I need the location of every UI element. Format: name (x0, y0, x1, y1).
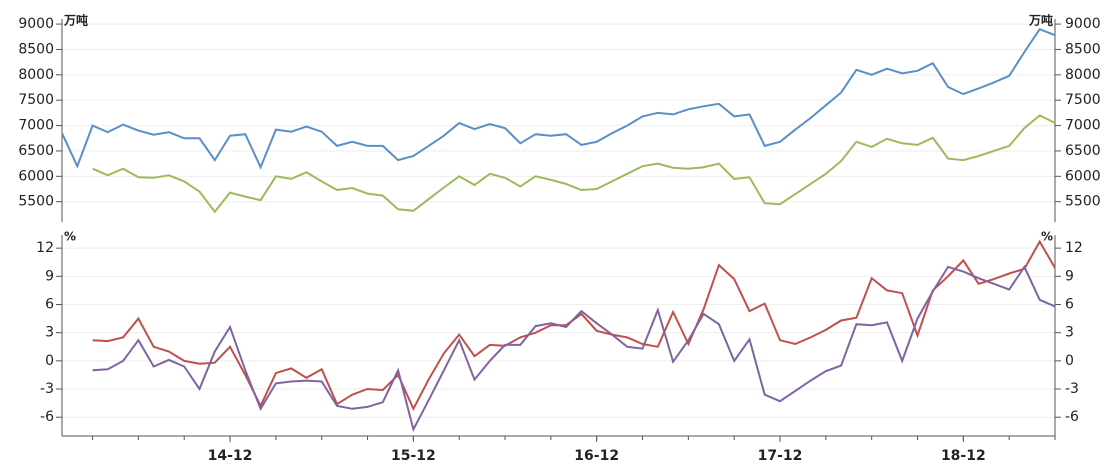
y2-tick-label: 0 (1065, 353, 1074, 369)
y2-tick-label: 6000 (1065, 168, 1101, 184)
y2-tick-label: 7000 (1065, 118, 1101, 134)
y2-tick-label: 6500 (1065, 143, 1101, 159)
x-tick-label: 15-12 (391, 448, 436, 464)
y-tick-label: 0 (45, 353, 54, 369)
y-tick-label: 7000 (18, 118, 54, 134)
y2-tick-label: 3 (1065, 325, 1074, 341)
y-tick-label: -3 (40, 381, 54, 397)
y-tick-label: 12 (36, 240, 54, 256)
unit-label: 万吨 (1028, 13, 1053, 28)
y2-tick-label: 6 (1065, 297, 1074, 313)
x-tick-label: 18-12 (941, 448, 986, 464)
y-tick-label: 5500 (18, 194, 54, 210)
y2-tick-label: -6 (1065, 409, 1079, 425)
y2-tick-label: 12 (1065, 240, 1083, 256)
unit-label: 万吨 (63, 13, 88, 28)
x-tick-label: 14-12 (208, 448, 253, 464)
y-tick-label: 6500 (18, 143, 54, 159)
y2-tick-label: 9000 (1065, 16, 1101, 32)
y-tick-label: -6 (40, 409, 54, 425)
y-tick-label: 9000 (18, 16, 54, 32)
unit-label: % (1041, 230, 1053, 244)
data-line (92, 239, 1056, 412)
y-tick-label: 6 (45, 297, 54, 313)
y2-tick-label: 7500 (1065, 92, 1101, 108)
y2-tick-label: 8500 (1065, 41, 1101, 57)
x-tick-label: 17-12 (758, 448, 803, 464)
data-line (92, 264, 1056, 433)
y-tick-label: 8000 (18, 67, 54, 83)
unit-label: % (64, 230, 76, 244)
y2-tick-label: 9 (1065, 268, 1074, 284)
data-line (92, 114, 1056, 214)
y2-tick-label: -3 (1065, 381, 1079, 397)
y-tick-label: 6000 (18, 168, 54, 184)
y-tick-label: 3 (45, 325, 54, 341)
y2-tick-label: 5500 (1065, 194, 1101, 210)
y-tick-label: 8500 (18, 41, 54, 57)
y-tick-label: 7500 (18, 92, 54, 108)
y-tick-label: 9 (45, 268, 54, 284)
data-line (61, 27, 1056, 170)
y2-tick-label: 8000 (1065, 67, 1101, 83)
x-tick-label: 16-12 (574, 448, 619, 464)
